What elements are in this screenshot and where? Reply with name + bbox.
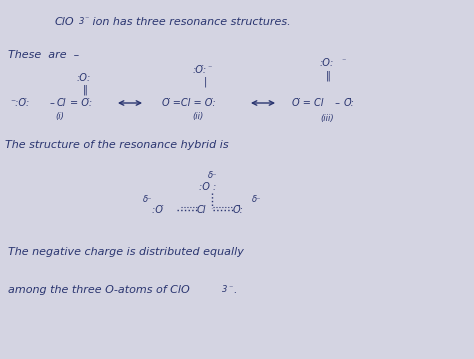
Text: ⁻: ⁻ — [341, 56, 346, 65]
Text: .: . — [233, 285, 237, 295]
Text: ⁻: ⁻ — [84, 14, 88, 23]
Text: = Ö:: = Ö: — [70, 98, 92, 108]
Text: ⁻:Ö:: ⁻:Ö: — [10, 98, 29, 108]
Text: ClO: ClO — [55, 17, 74, 27]
Text: ⁻: ⁻ — [228, 284, 232, 293]
Text: :O:: :O: — [320, 58, 334, 68]
Text: |: | — [204, 77, 207, 87]
Text: :O:: :O: — [77, 73, 91, 83]
Text: –: – — [50, 98, 55, 108]
Text: δ⁻: δ⁻ — [208, 171, 218, 180]
Text: ‖: ‖ — [326, 71, 331, 81]
Text: δ⁻: δ⁻ — [143, 196, 153, 205]
Text: Cl: Cl — [197, 205, 207, 215]
Text: Ö = Cl: Ö = Cl — [292, 98, 323, 108]
Text: (i): (i) — [55, 112, 64, 121]
Text: (iii): (iii) — [320, 113, 334, 122]
Text: –: – — [332, 98, 343, 108]
Text: ion has three resonance structures.: ion has three resonance structures. — [89, 17, 291, 27]
Text: These  are  –: These are – — [8, 50, 79, 60]
Text: Ö:: Ö: — [344, 98, 355, 108]
Text: The negative charge is distributed equally: The negative charge is distributed equal… — [8, 247, 244, 257]
Text: :Ö:: :Ö: — [193, 65, 207, 75]
Text: The structure of the resonance hybrid is: The structure of the resonance hybrid is — [5, 140, 228, 150]
Text: ⁻: ⁻ — [207, 64, 211, 73]
Text: :O :: :O : — [199, 182, 216, 192]
Text: 3: 3 — [222, 285, 228, 294]
Text: ‖: ‖ — [83, 85, 88, 95]
Text: among the three O-atoms of ClO: among the three O-atoms of ClO — [8, 285, 190, 295]
Text: (ii): (ii) — [192, 112, 203, 121]
Text: :Ö: :Ö — [152, 205, 166, 215]
Text: Ö =Cl = Ö:: Ö =Cl = Ö: — [162, 98, 216, 108]
Text: δ⁻: δ⁻ — [252, 196, 262, 205]
Text: Ö:: Ö: — [233, 205, 244, 215]
Text: Cl: Cl — [57, 98, 66, 108]
Text: 3: 3 — [79, 18, 84, 27]
